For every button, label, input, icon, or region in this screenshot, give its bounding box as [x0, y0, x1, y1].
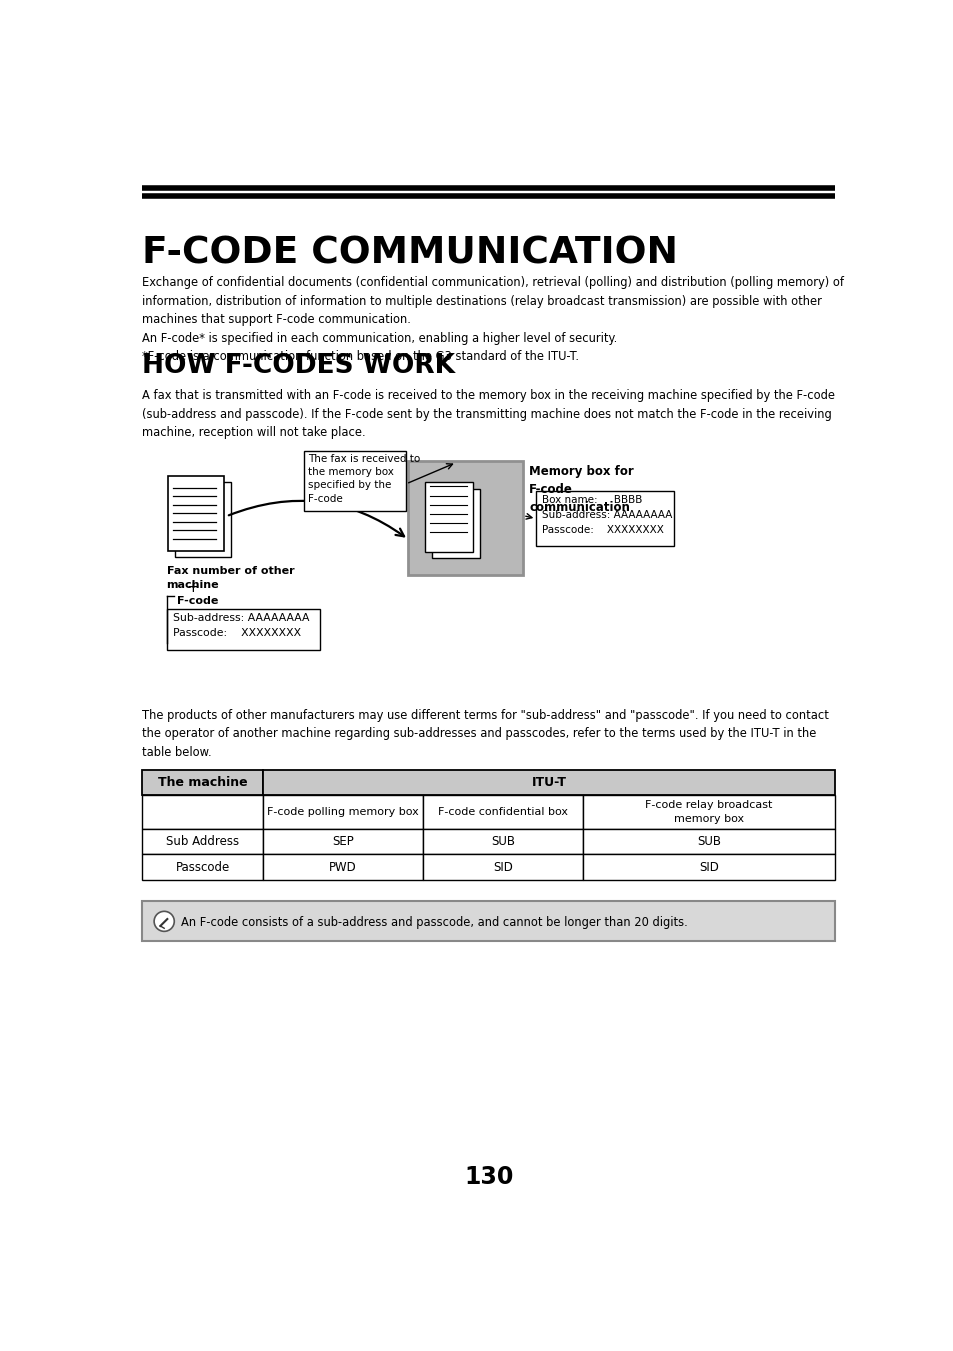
Text: PWD: PWD	[329, 861, 356, 874]
Text: The machine: The machine	[158, 777, 248, 789]
Text: +: +	[186, 580, 199, 596]
Text: F-CODE COMMUNICATION: F-CODE COMMUNICATION	[142, 235, 678, 272]
Bar	[536, 490, 674, 546]
Text: An F-code consists of a sub-address and passcode, and cannot be longer than 20 d: An F-code consists of a sub-address and …	[181, 916, 687, 928]
Text: Sub Address: Sub Address	[166, 835, 239, 848]
Text: SID: SID	[699, 861, 719, 874]
Bar	[142, 770, 263, 794]
Bar	[422, 830, 582, 854]
Text: Box name:     BBBB
Sub-address: AAAAAAAA
Passcode:    XXXXXXXX: Box name: BBBB Sub-address: AAAAAAAA Pas…	[542, 494, 672, 535]
Bar	[422, 854, 582, 880]
Text: F-code relay broadcast
memory box: F-code relay broadcast memory box	[644, 800, 772, 824]
Bar	[142, 830, 263, 854]
Bar	[263, 854, 422, 880]
Text: SUB: SUB	[697, 835, 720, 848]
Text: HOW F-CODES WORK: HOW F-CODES WORK	[142, 353, 455, 380]
Bar	[168, 476, 224, 551]
Bar	[408, 461, 522, 574]
Text: SID: SID	[493, 861, 513, 874]
Text: F-code polling memory box: F-code polling memory box	[267, 807, 418, 817]
Text: Sub-address: AAAAAAAA
Passcode:    XXXXXXXX: Sub-address: AAAAAAAA Passcode: XXXXXXXX	[172, 612, 309, 638]
Bar	[582, 794, 835, 830]
Bar	[142, 854, 263, 880]
Bar	[425, 482, 473, 551]
Text: Exchange of confidential documents (confidential communication), retrieval (poll: Exchange of confidential documents (conf…	[142, 276, 843, 363]
Text: 130: 130	[464, 1165, 513, 1189]
Circle shape	[154, 912, 174, 931]
Text: Memory box for
F-code
communication: Memory box for F-code communication	[529, 465, 634, 513]
Bar	[582, 830, 835, 854]
Text: Fax number of other
machine: Fax number of other machine	[167, 566, 294, 589]
Bar	[303, 451, 406, 511]
Bar	[167, 609, 319, 650]
Bar	[263, 830, 422, 854]
Text: The fax is received to
the memory box
specified by the
F-code: The fax is received to the memory box sp…	[307, 454, 419, 504]
Text: F-code confidential box: F-code confidential box	[437, 807, 567, 817]
Text: F-code: F-code	[176, 596, 217, 607]
Bar	[174, 482, 231, 557]
Text: The products of other manufacturers may use different terms for "sub-address" an: The products of other manufacturers may …	[142, 709, 828, 759]
Bar	[582, 854, 835, 880]
Text: A fax that is transmitted with an F-code is received to the memory box in the re: A fax that is transmitted with an F-code…	[142, 389, 835, 439]
Bar	[142, 794, 263, 830]
Bar	[263, 770, 835, 794]
FancyArrowPatch shape	[229, 501, 404, 536]
Text: SEP: SEP	[332, 835, 354, 848]
Bar	[263, 794, 422, 830]
Bar	[432, 489, 480, 558]
Text: ITU-T: ITU-T	[532, 777, 566, 789]
Text: Passcode: Passcode	[175, 861, 230, 874]
Text: SUB: SUB	[491, 835, 515, 848]
Bar	[142, 901, 835, 942]
Bar	[422, 794, 582, 830]
